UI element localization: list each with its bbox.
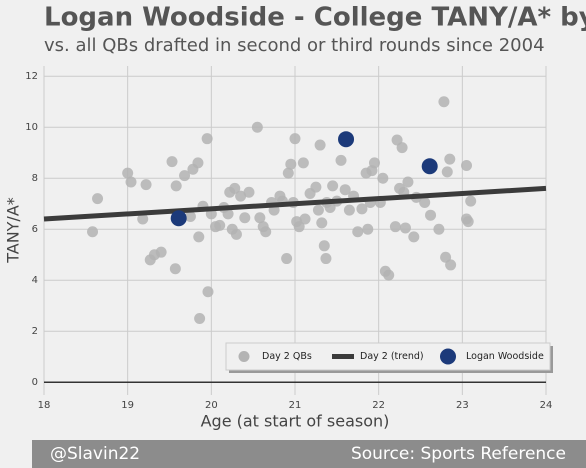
point	[214, 219, 226, 231]
x-axis-label: Age (at start of season)	[201, 412, 390, 431]
point	[179, 170, 191, 182]
point	[140, 179, 152, 191]
legend-label: Day 2 QBs	[262, 351, 312, 362]
legend-box	[225, 342, 551, 371]
point	[125, 176, 137, 188]
point	[235, 190, 247, 202]
point	[318, 240, 330, 252]
point	[441, 166, 453, 178]
point	[243, 186, 255, 198]
point	[389, 221, 401, 233]
y-tick-label: 8	[32, 173, 38, 184]
x-tick-label: 21	[289, 400, 302, 411]
point	[383, 269, 395, 281]
y-tick-label: 2	[32, 326, 38, 337]
point	[229, 182, 241, 194]
footer-right: Source: Sports Reference	[351, 444, 566, 464]
point	[339, 184, 351, 196]
point	[310, 181, 322, 193]
point	[260, 226, 272, 238]
y-tick-label: 6	[32, 224, 38, 235]
trend-line	[43, 185, 547, 222]
point	[92, 193, 104, 205]
y-tick-label: 0	[32, 377, 38, 388]
point	[166, 156, 178, 168]
point	[251, 121, 263, 133]
point	[122, 167, 134, 179]
x-tick-label: 18	[38, 400, 51, 411]
y-tick-label: 4	[32, 275, 38, 286]
point	[297, 157, 309, 169]
point	[396, 142, 408, 154]
point	[421, 158, 438, 175]
point	[282, 167, 294, 179]
point	[408, 231, 420, 243]
point	[362, 223, 374, 235]
x-tick-label: 23	[456, 400, 469, 411]
y-axis-label: TANY/A*	[4, 197, 23, 264]
point	[137, 213, 149, 225]
legend-label: Logan Woodside	[466, 351, 544, 362]
footer-left: @Slavin22	[50, 444, 140, 464]
point	[299, 213, 311, 225]
point	[254, 212, 266, 224]
point	[327, 180, 339, 192]
chart-subtitle: vs. all QBs drafted in second or third r…	[44, 35, 545, 56]
x-tick-label: 19	[121, 400, 134, 411]
point	[285, 158, 297, 170]
point	[293, 221, 305, 233]
point	[368, 157, 380, 169]
legend-label: Day 2 (trend)	[360, 351, 424, 362]
point	[170, 180, 182, 192]
point	[314, 139, 326, 151]
legend-swatch	[440, 348, 456, 365]
point	[230, 228, 242, 240]
point	[184, 210, 196, 222]
point	[444, 153, 456, 165]
point	[170, 210, 187, 227]
point	[193, 231, 205, 243]
point	[338, 131, 355, 148]
x-tick-label: 24	[540, 400, 553, 411]
legend-swatch	[238, 351, 250, 362]
point	[192, 157, 204, 169]
point	[433, 223, 445, 235]
point	[425, 209, 437, 221]
point	[352, 226, 364, 238]
point	[289, 133, 301, 145]
point	[222, 208, 234, 220]
point	[155, 246, 167, 258]
y-tick-label: 12	[25, 71, 38, 82]
point	[356, 203, 368, 215]
point	[312, 204, 324, 216]
point	[465, 195, 477, 207]
x-tick-label: 22	[372, 400, 385, 411]
x-tick-label: 20	[205, 400, 218, 411]
point	[402, 176, 414, 188]
point	[399, 222, 411, 234]
point	[438, 96, 450, 108]
point	[169, 263, 181, 275]
point	[461, 159, 473, 171]
point	[202, 286, 214, 298]
point	[316, 217, 328, 229]
point	[419, 196, 431, 208]
chart-title: Logan Woodside - College TANY/A* by Age	[44, 3, 586, 33]
point	[87, 226, 99, 238]
footer-bar	[32, 440, 586, 468]
y-tick-label: 10	[25, 122, 38, 133]
point	[335, 154, 347, 166]
point	[377, 172, 389, 184]
point	[281, 253, 293, 265]
point	[201, 133, 213, 145]
point	[343, 204, 355, 216]
point	[462, 216, 474, 228]
point	[194, 312, 206, 324]
point	[445, 259, 457, 271]
point	[320, 253, 332, 265]
point	[239, 212, 251, 224]
